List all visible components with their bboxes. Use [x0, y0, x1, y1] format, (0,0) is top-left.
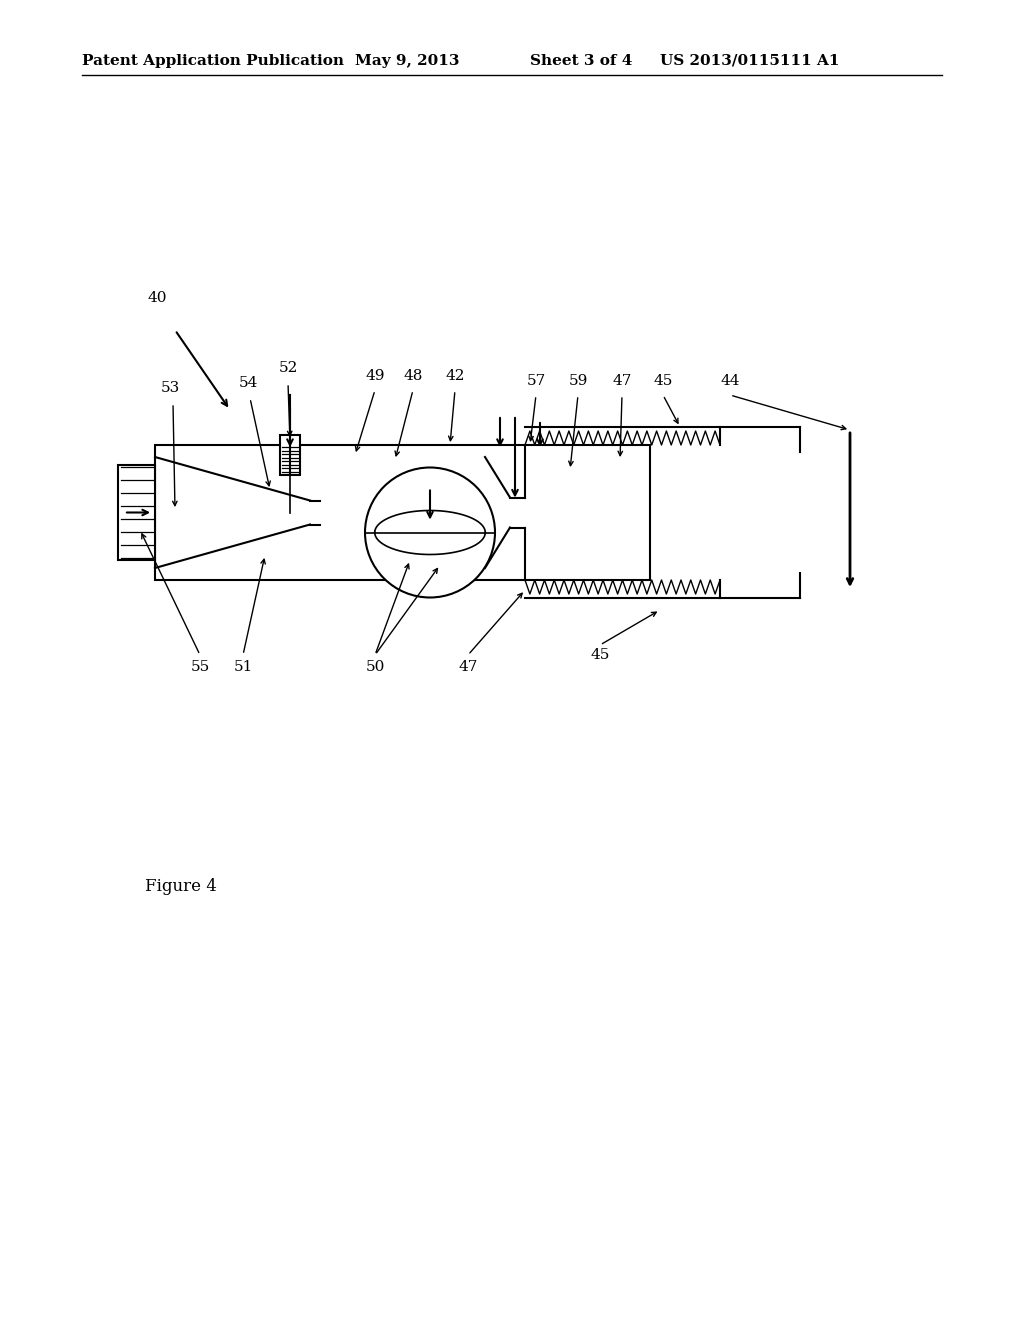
Text: 40: 40 [148, 290, 168, 305]
Text: 47: 47 [459, 660, 477, 675]
Text: 47: 47 [612, 374, 632, 388]
Text: May 9, 2013: May 9, 2013 [355, 54, 460, 69]
Text: US 2013/0115111 A1: US 2013/0115111 A1 [660, 54, 840, 69]
Text: 44: 44 [720, 374, 739, 388]
Text: Sheet 3 of 4: Sheet 3 of 4 [530, 54, 633, 69]
Text: 45: 45 [590, 648, 609, 663]
Text: 52: 52 [279, 360, 298, 375]
Text: 55: 55 [190, 660, 210, 675]
Text: 59: 59 [568, 374, 588, 388]
Text: 51: 51 [233, 660, 253, 675]
Text: Figure 4: Figure 4 [145, 878, 217, 895]
Bar [118, 465, 155, 560]
Circle shape [365, 467, 495, 598]
Text: 57: 57 [526, 374, 546, 388]
Text: 50: 50 [366, 660, 385, 675]
Text: 49: 49 [366, 370, 385, 383]
Bar [155, 445, 650, 579]
Text: 53: 53 [161, 381, 179, 395]
Text: 54: 54 [239, 376, 258, 389]
Text: 48: 48 [403, 370, 423, 383]
Text: 45: 45 [653, 374, 673, 388]
Bar [280, 436, 300, 475]
Text: Patent Application Publication: Patent Application Publication [82, 54, 344, 69]
Text: 42: 42 [445, 370, 465, 383]
